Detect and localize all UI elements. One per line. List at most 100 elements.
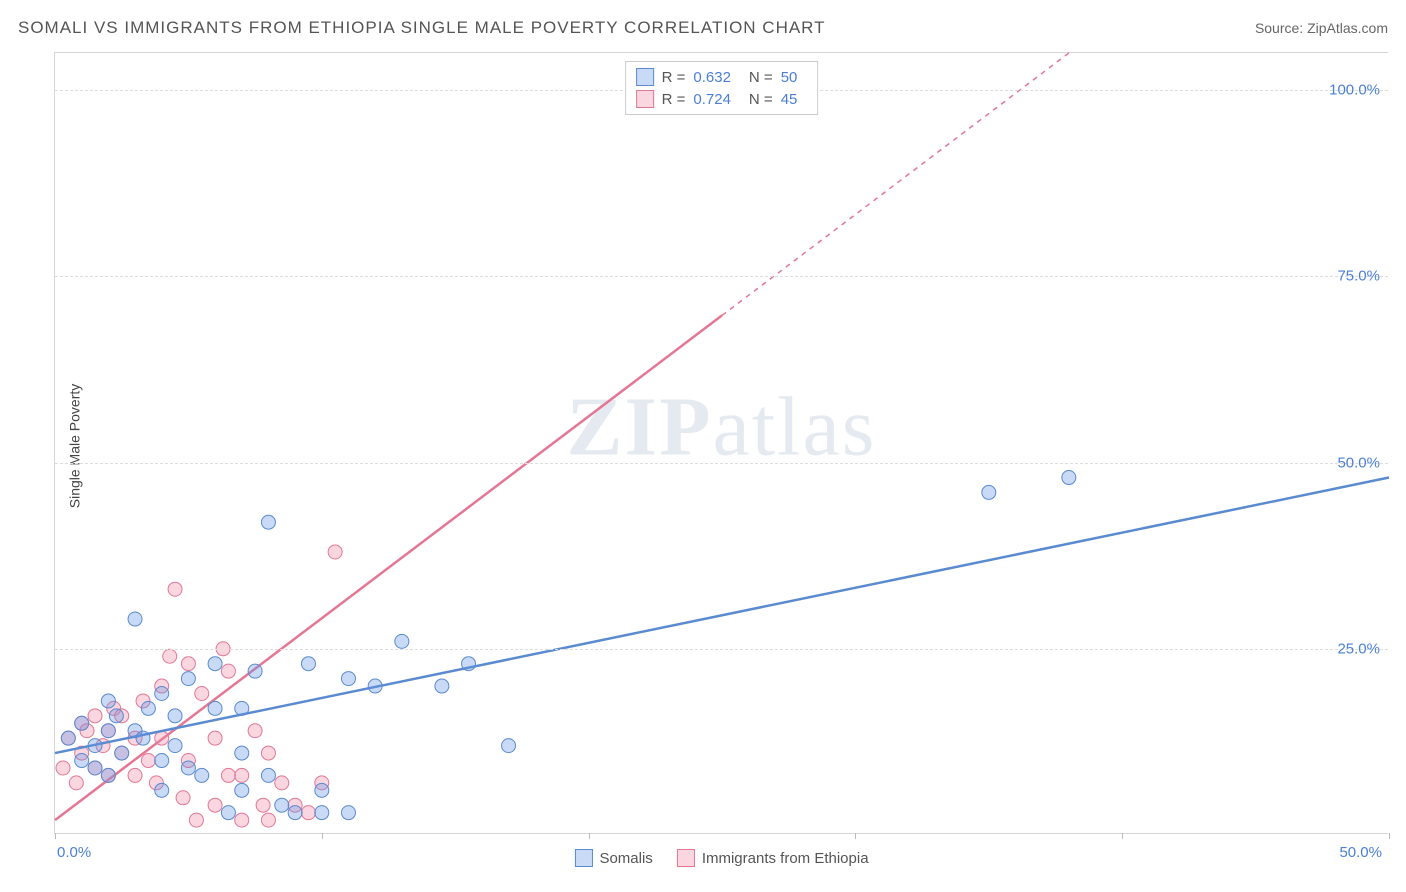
source-attribution: Source: ZipAtlas.com bbox=[1255, 20, 1388, 36]
data-point bbox=[155, 754, 169, 768]
n-value-ethiopia: 45 bbox=[781, 91, 798, 108]
r-label: R = bbox=[662, 91, 686, 108]
data-point bbox=[128, 768, 142, 782]
data-point bbox=[168, 739, 182, 753]
data-point bbox=[136, 731, 150, 745]
data-point bbox=[315, 806, 329, 820]
data-point bbox=[208, 798, 222, 812]
data-point bbox=[256, 798, 270, 812]
x-tick-label: 50.0% bbox=[1339, 844, 1382, 861]
data-point bbox=[368, 679, 382, 693]
x-tick bbox=[1389, 833, 1390, 839]
data-point bbox=[235, 701, 249, 715]
data-point bbox=[115, 746, 129, 760]
y-tick-label: 50.0% bbox=[1337, 454, 1380, 471]
data-point bbox=[1062, 471, 1076, 485]
scatter-svg bbox=[55, 53, 1388, 833]
data-point bbox=[168, 709, 182, 723]
data-point bbox=[163, 649, 177, 663]
x-tick bbox=[322, 833, 323, 839]
r-value-somalis: 0.632 bbox=[693, 69, 731, 86]
data-point bbox=[88, 739, 102, 753]
data-point bbox=[195, 686, 209, 700]
data-point bbox=[435, 679, 449, 693]
r-value-ethiopia: 0.724 bbox=[693, 91, 731, 108]
data-point bbox=[56, 761, 70, 775]
gridline-h bbox=[55, 276, 1388, 277]
data-point bbox=[109, 709, 123, 723]
n-value-somalis: 50 bbox=[781, 69, 798, 86]
data-point bbox=[275, 776, 289, 790]
data-point bbox=[69, 776, 83, 790]
data-point bbox=[261, 813, 275, 827]
legend-swatch-somalis bbox=[574, 849, 592, 867]
n-label: N = bbox=[749, 91, 773, 108]
stats-legend-box: R = 0.632 N = 50 R = 0.724 N = 45 bbox=[625, 61, 819, 115]
data-point bbox=[261, 746, 275, 760]
data-point bbox=[101, 694, 115, 708]
gridline-h bbox=[55, 463, 1388, 464]
data-point bbox=[168, 582, 182, 596]
data-point bbox=[128, 612, 142, 626]
data-point bbox=[395, 634, 409, 648]
series-legend: Somalis Immigrants from Ethiopia bbox=[574, 849, 868, 867]
swatch-ethiopia bbox=[636, 90, 654, 108]
data-point bbox=[195, 768, 209, 782]
stats-row-ethiopia: R = 0.724 N = 45 bbox=[636, 88, 808, 110]
y-tick-label: 75.0% bbox=[1337, 268, 1380, 285]
data-point bbox=[341, 672, 355, 686]
x-tick bbox=[589, 833, 590, 839]
data-point bbox=[275, 798, 289, 812]
data-point bbox=[462, 657, 476, 671]
x-tick-label: 0.0% bbox=[57, 844, 91, 861]
r-label: R = bbox=[662, 69, 686, 86]
data-point bbox=[88, 709, 102, 723]
data-point bbox=[502, 739, 516, 753]
data-point bbox=[208, 731, 222, 745]
data-point bbox=[288, 806, 302, 820]
data-point bbox=[221, 664, 235, 678]
chart-title: SOMALI VS IMMIGRANTS FROM ETHIOPIA SINGL… bbox=[18, 18, 826, 38]
x-tick bbox=[855, 833, 856, 839]
legend-item-ethiopia: Immigrants from Ethiopia bbox=[677, 849, 869, 867]
gridline-h bbox=[55, 649, 1388, 650]
data-point bbox=[235, 813, 249, 827]
x-tick bbox=[1122, 833, 1123, 839]
chart-plot-area: ZIPatlas R = 0.632 N = 50 R = 0.724 N = … bbox=[54, 52, 1388, 834]
data-point bbox=[189, 813, 203, 827]
data-point bbox=[141, 754, 155, 768]
n-label: N = bbox=[749, 69, 773, 86]
data-point bbox=[101, 724, 115, 738]
data-point bbox=[101, 768, 115, 782]
data-point bbox=[248, 724, 262, 738]
data-point bbox=[61, 731, 75, 745]
data-point bbox=[261, 768, 275, 782]
data-point bbox=[181, 657, 195, 671]
data-point bbox=[155, 686, 169, 700]
legend-label-ethiopia: Immigrants from Ethiopia bbox=[702, 850, 869, 867]
data-point bbox=[328, 545, 342, 559]
data-point bbox=[221, 768, 235, 782]
stats-row-somalis: R = 0.632 N = 50 bbox=[636, 66, 808, 88]
data-point bbox=[181, 761, 195, 775]
data-point bbox=[235, 746, 249, 760]
data-point bbox=[982, 485, 996, 499]
source-name: ZipAtlas.com bbox=[1307, 20, 1388, 36]
swatch-somalis bbox=[636, 68, 654, 86]
data-point bbox=[235, 768, 249, 782]
data-point bbox=[88, 761, 102, 775]
y-tick-label: 100.0% bbox=[1329, 82, 1380, 99]
data-point bbox=[301, 657, 315, 671]
data-point bbox=[235, 783, 249, 797]
data-point bbox=[176, 791, 190, 805]
legend-item-somalis: Somalis bbox=[574, 849, 652, 867]
data-point bbox=[221, 806, 235, 820]
legend-label-somalis: Somalis bbox=[599, 850, 652, 867]
data-point bbox=[75, 754, 89, 768]
data-point bbox=[315, 783, 329, 797]
source-label: Source: bbox=[1255, 20, 1307, 36]
data-point bbox=[181, 672, 195, 686]
data-point bbox=[141, 701, 155, 715]
data-point bbox=[261, 515, 275, 529]
data-point bbox=[155, 783, 169, 797]
